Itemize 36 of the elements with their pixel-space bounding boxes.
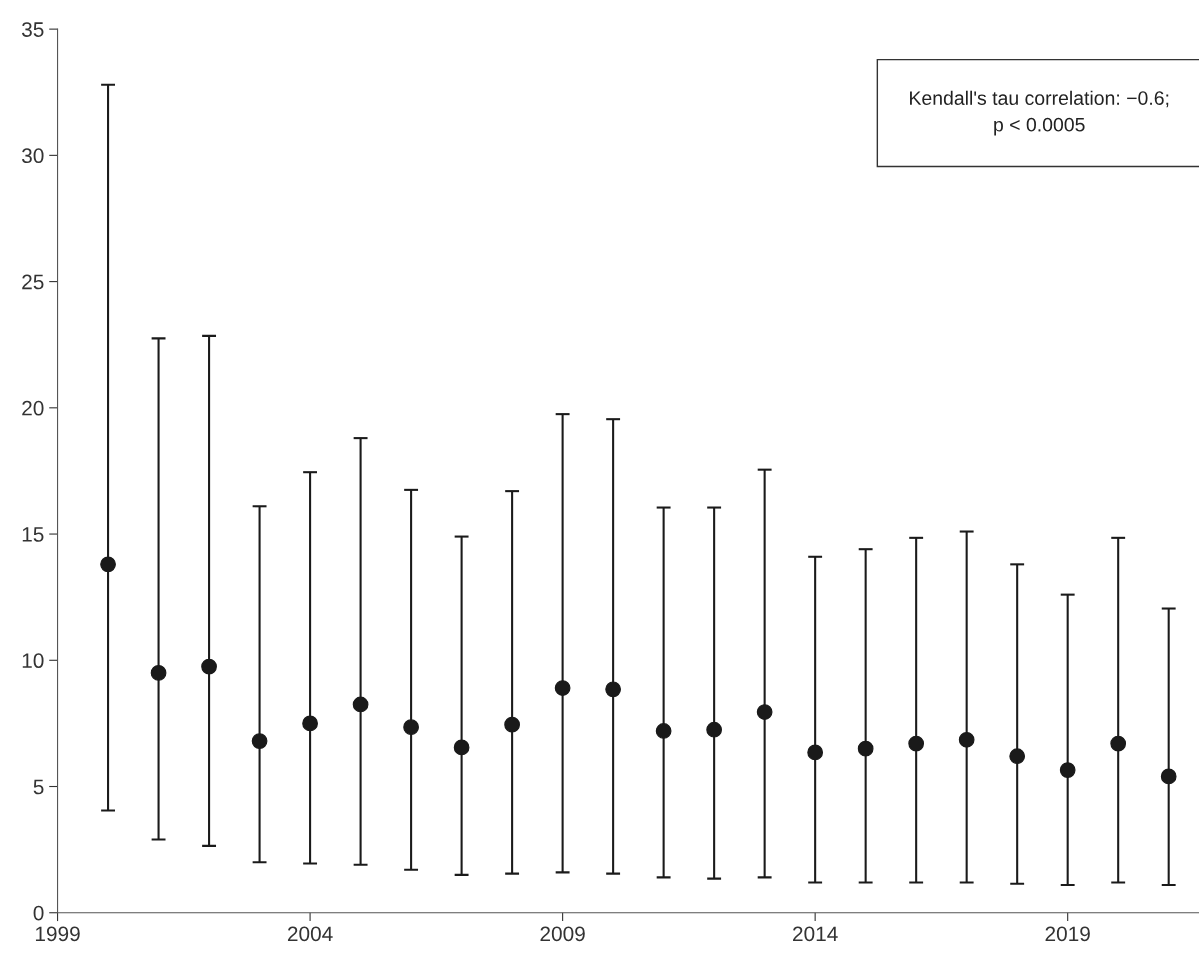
point	[403, 719, 419, 736]
y-tick-label: 10	[22, 653, 44, 669]
point	[857, 740, 874, 757]
point	[1110, 735, 1127, 752]
point	[908, 735, 925, 752]
x-tick-label: 2019	[1045, 926, 1090, 942]
point	[100, 556, 116, 573]
annotation: Kendall's tau correlation: −0.6; p < 0.0005	[910, 90, 1169, 136]
point	[1160, 768, 1177, 785]
point	[1059, 762, 1076, 778]
point	[807, 744, 824, 761]
y-tick-label: 5	[33, 779, 44, 795]
point	[1009, 748, 1026, 765]
y-tick-label: 0	[33, 905, 44, 921]
point	[655, 723, 672, 739]
x-tick-label: 2014	[793, 926, 838, 942]
y-tick-label: 35	[21, 22, 44, 37]
point	[504, 716, 520, 733]
x-tick-label: 2009	[540, 926, 585, 942]
point	[554, 680, 571, 696]
x-tick-label: 2004	[287, 926, 333, 942]
y-tick-label: 15	[22, 527, 44, 542]
point	[958, 731, 975, 748]
point	[352, 696, 369, 713]
point	[201, 658, 217, 675]
point	[605, 681, 621, 698]
point	[706, 721, 723, 738]
x-tick-label: 1999	[35, 926, 80, 942]
point	[302, 715, 318, 732]
point	[251, 733, 268, 749]
y-tick-label: 20	[22, 400, 44, 416]
point	[756, 704, 773, 720]
point	[453, 739, 470, 756]
y-tick-label: 25	[22, 274, 44, 290]
y-tick-label: 30	[21, 148, 44, 164]
point	[150, 665, 167, 681]
